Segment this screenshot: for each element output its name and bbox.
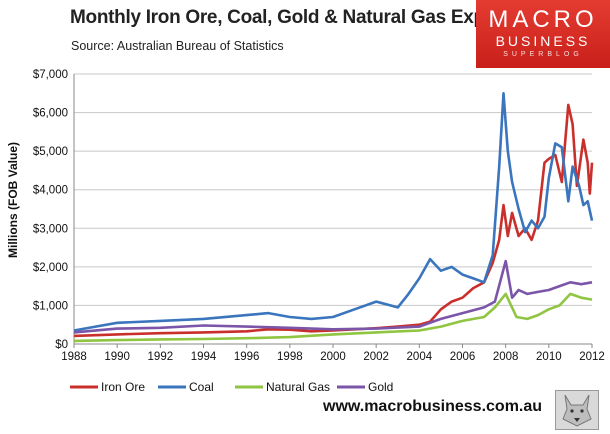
x-tick-label: 2008 [493, 351, 519, 363]
x-axis-ticks: 1988 1990 1992 1994 1996 1998 2000 2002 2004 2006… [61, 344, 605, 363]
y-tick-label: $5,000 [33, 146, 68, 158]
x-tick-label: 2004 [407, 351, 433, 363]
series-line-natural-gas [73, 292, 593, 343]
y-axis-ticks: $0 $1,000 $2,000 $3,000 $4,000 $5,000 $6,000 $7… [33, 69, 68, 351]
site-url: www.macrobusiness.com.au [323, 398, 543, 415]
series-line-iron-ore [73, 103, 594, 338]
legend: Iron Ore Coal Natural Gas Gold [70, 380, 393, 394]
y-tick-label: $6,000 [33, 108, 68, 120]
series-lines [73, 92, 594, 343]
y-tick-label: $1,000 [33, 300, 68, 312]
gridlines [73, 73, 592, 345]
logo-line-business: BUSINESS [495, 33, 591, 49]
x-tick-label: 1996 [234, 351, 260, 363]
x-tick-label: 2002 [363, 351, 389, 363]
x-tick-label: 1990 [104, 351, 130, 363]
y-tick-label: $0 [55, 339, 68, 351]
logo-line-macro: MACRO [488, 6, 598, 33]
x-tick-label: 2006 [450, 351, 476, 363]
y-tick-label: $7,000 [33, 69, 68, 81]
x-tick-label: 1994 [191, 351, 217, 363]
chart-title: Monthly Iron Ore, Coal, Gold & Natural G… [70, 7, 520, 28]
chart-source: Source: Australian Bureau of Statistics [71, 39, 284, 53]
x-tick-label: 2000 [320, 351, 346, 363]
y-tick-label: $3,000 [33, 223, 68, 235]
x-tick-label: 2012 [579, 351, 605, 363]
x-tick-label: 1992 [148, 351, 174, 363]
wolf-badge-icon [555, 390, 599, 430]
y-axis-label: Millions (FOB Value) [6, 142, 20, 258]
x-tick-label: 1998 [277, 351, 303, 363]
legend-label: Natural Gas [266, 380, 330, 394]
series-line-coal [73, 92, 594, 332]
logo-line-superblog: SUPERBLOG [503, 51, 583, 58]
macrobusiness-logo: MACRO BUSINESS SUPERBLOG [476, 0, 610, 68]
x-tick-label: 2010 [536, 351, 562, 363]
x-tick-label: 1988 [61, 351, 87, 363]
series-line-gold [73, 259, 593, 334]
y-tick-label: $2,000 [33, 262, 68, 274]
legend-label: Coal [189, 380, 214, 394]
legend-label: Gold [368, 380, 393, 394]
legend-label: Iron Ore [101, 380, 145, 394]
y-tick-label: $4,000 [33, 185, 68, 197]
